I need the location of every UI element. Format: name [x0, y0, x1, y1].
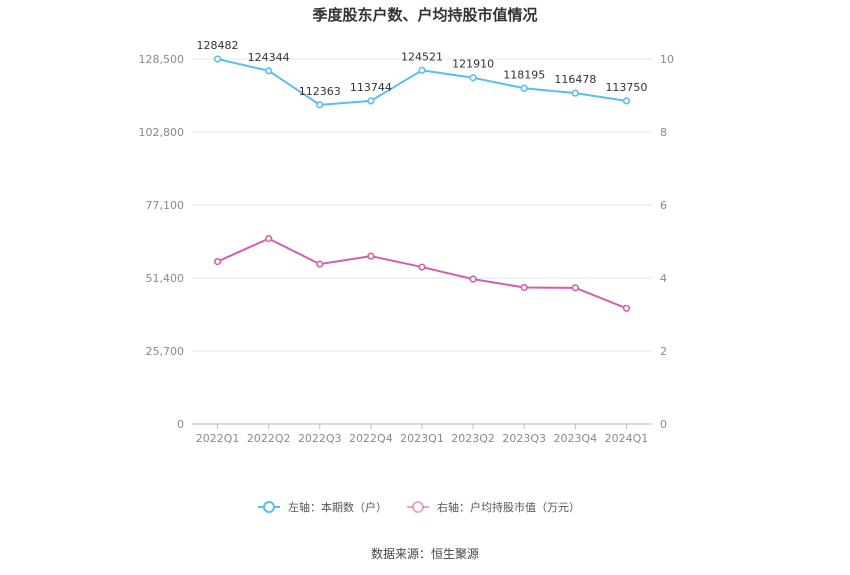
grid	[192, 58, 652, 352]
right-axis: 0 2 4 6 8 10	[660, 53, 674, 431]
left-tick-label: 102,800	[139, 126, 185, 139]
data-label: 113750	[605, 81, 647, 94]
legend-label: 左轴：本期数（户）	[288, 500, 387, 514]
series-line-avg-holding-value	[217, 237, 627, 310]
data-point	[367, 252, 375, 260]
data-label: 124521	[401, 50, 443, 63]
data-label: 113744	[350, 81, 392, 94]
data-point	[622, 304, 631, 312]
x-tick-label: 2023Q2	[451, 432, 495, 445]
left-tick-label: 51,400	[146, 272, 185, 285]
series: 128482 124344 112363 113744 124521 121910 1181…	[197, 39, 647, 312]
x-tick-label: 2022Q4	[349, 432, 393, 445]
x-tick-label: 2022Q3	[298, 432, 342, 445]
data-point	[265, 67, 273, 75]
data-point	[316, 101, 324, 109]
data-label: 121910	[452, 58, 494, 71]
data-point	[469, 74, 477, 82]
right-tick-label: 10	[660, 53, 674, 66]
data-label: 112363	[299, 85, 341, 98]
right-tick-label: 4	[660, 272, 667, 285]
data-point	[571, 89, 579, 97]
right-tick-label: 8	[660, 126, 667, 139]
legend-swatch-marker	[412, 501, 424, 513]
left-tick-label: 25,700	[146, 345, 185, 358]
left-tick-label: 77,100	[146, 199, 185, 212]
data-point	[418, 263, 426, 271]
x-tick-label: 2023Q3	[502, 432, 546, 445]
legend-item-shareholder-count[interactable]: 左轴：本期数（户）	[258, 500, 387, 514]
right-tick-label: 6	[660, 199, 667, 212]
data-point	[213, 55, 222, 63]
data-point	[316, 260, 324, 268]
data-point	[571, 284, 579, 292]
legend-swatch-marker	[263, 501, 275, 513]
x-tick-label: 2023Q4	[554, 432, 598, 445]
x-tick-label: 2022Q2	[247, 432, 291, 445]
legend-label: 右轴：户均持股市值（万元）	[437, 500, 580, 514]
data-point	[367, 97, 375, 105]
data-label: 124344	[248, 51, 290, 64]
chart-title: 季度股东户数、户均持股市值情况	[312, 6, 537, 24]
data-point	[622, 97, 631, 105]
x-tick-label: 2022Q1	[196, 432, 240, 445]
data-point	[418, 66, 426, 74]
legend-item-avg-holding-value[interactable]: 右轴：户均持股市值（万元）	[407, 500, 580, 514]
left-tick-label: 0	[177, 418, 184, 431]
data-point	[469, 275, 477, 283]
data-point	[520, 84, 528, 92]
source-note: 数据来源：恒生聚源	[371, 546, 479, 561]
left-tick-label: 128,500	[139, 53, 185, 66]
x-axis: 2022Q1 2022Q2 2022Q3 2022Q4 2023Q1 2023Q2 2023…	[192, 423, 652, 445]
data-point	[213, 257, 222, 266]
data-point	[520, 283, 528, 292]
x-tick-label: 2023Q1	[400, 432, 444, 445]
left-axis: 0 25,700 51,400 77,100 102,800 128,500	[139, 53, 185, 431]
data-point	[265, 234, 273, 243]
data-label: 118195	[503, 68, 545, 81]
x-tick-label: 2024Q1	[605, 432, 649, 445]
data-label: 128482	[197, 39, 239, 52]
legend[interactable]: 左轴：本期数（户） 右轴：户均持股市值（万元）	[258, 500, 580, 514]
data-label: 116478	[554, 73, 596, 86]
right-tick-label: 2	[660, 345, 667, 358]
right-tick-label: 0	[660, 418, 667, 431]
